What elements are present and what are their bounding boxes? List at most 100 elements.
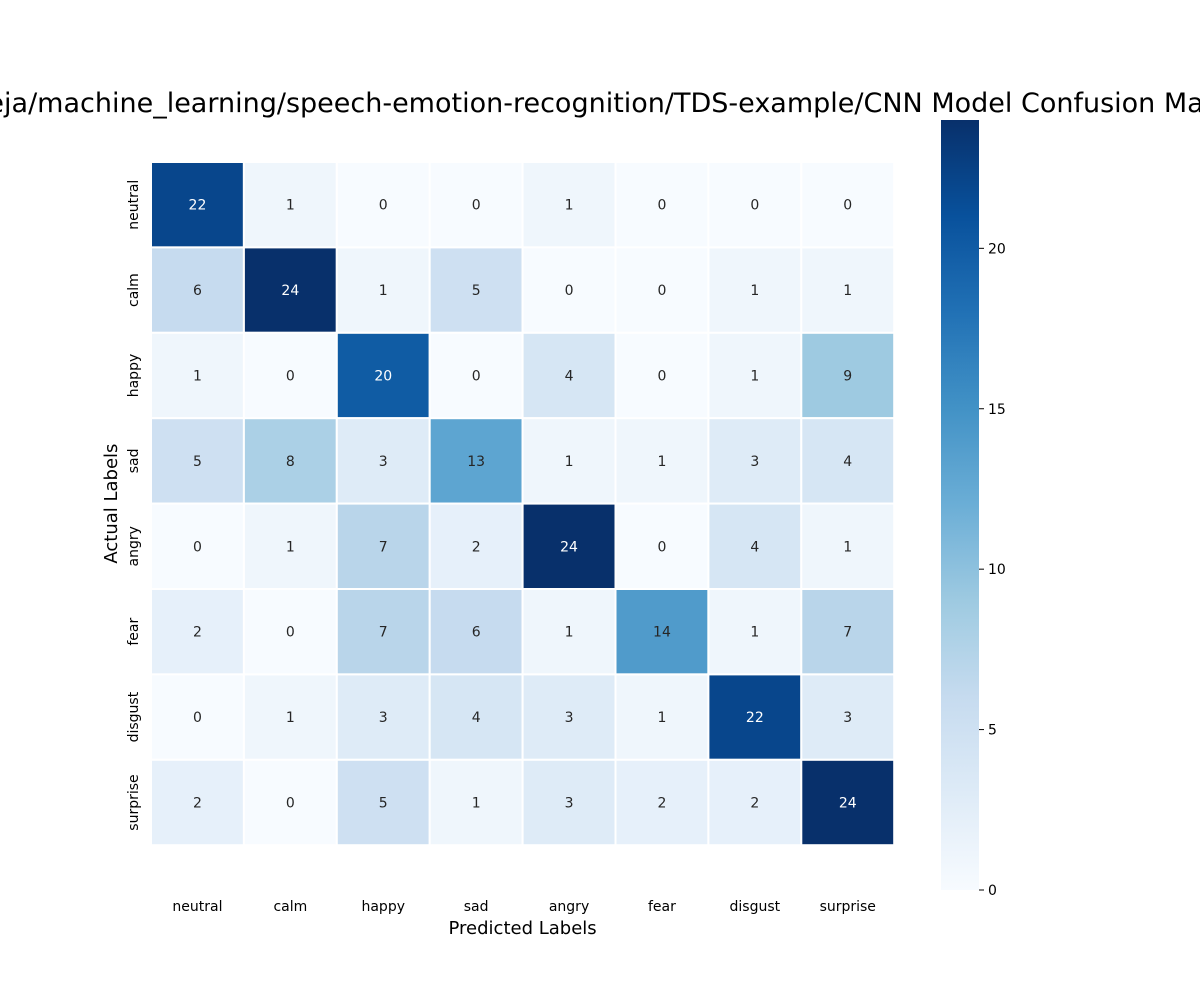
cell-value-label: 1 — [843, 539, 852, 555]
cell-value-label: 3 — [565, 796, 574, 812]
cell-value-label: 7 — [379, 539, 388, 555]
cell-value-label: 6 — [193, 283, 202, 299]
cell-value-label: 0 — [843, 198, 852, 214]
cell-value-label: 1 — [750, 283, 759, 299]
cell-value-label: 2 — [750, 796, 759, 812]
heatmap-cell — [150, 673, 245, 761]
cell-value-label: 1 — [565, 454, 574, 470]
heatmap-cell — [521, 673, 617, 761]
cell-value-label: 5 — [472, 283, 481, 299]
cell-value-label: 1 — [286, 539, 295, 555]
cell-value-label: 0 — [657, 539, 666, 555]
colorbar-gradient — [941, 120, 979, 890]
heatmap-cell — [335, 758, 431, 847]
heatmap-cell — [150, 331, 245, 420]
heatmap-cell — [521, 331, 617, 420]
heatmap-cell — [800, 673, 896, 761]
x-tick-label: fear — [648, 899, 676, 915]
cell-value-label: 5 — [379, 796, 388, 812]
heatmap-cell — [707, 673, 803, 761]
y-tick-label: calm — [126, 273, 142, 307]
colorbar-tick-label: 20 — [988, 241, 1006, 257]
cell-value-label: 0 — [472, 198, 481, 214]
cell-value-label: 3 — [379, 454, 388, 470]
cell-value-label: 1 — [379, 283, 388, 299]
heatmap-cell — [335, 417, 431, 505]
heatmap-cell — [242, 331, 338, 420]
x-tick-label: calm — [273, 899, 307, 915]
heatmap-cell — [242, 246, 338, 334]
heatmap-cell — [428, 758, 524, 847]
heatmap-cell — [150, 758, 245, 847]
cell-value-label: 1 — [193, 369, 202, 385]
cell-value-label: 2 — [193, 625, 202, 641]
colorbar-tick-label: 0 — [988, 883, 997, 899]
heatmap-cell — [800, 246, 896, 334]
x-tick-label: happy — [361, 899, 405, 915]
heatmap-cell — [428, 417, 524, 505]
cell-value-label: 3 — [750, 454, 759, 470]
cell-value-label: 24 — [281, 283, 299, 299]
heatmap-cell — [521, 502, 617, 591]
x-tick-label: angry — [549, 899, 589, 915]
cell-value-label: 24 — [839, 796, 857, 812]
cell-value-label: 4 — [472, 710, 481, 726]
x-tick-label: sad — [464, 899, 489, 915]
cell-value-label: 4 — [843, 454, 852, 470]
heatmap-cell — [707, 502, 803, 591]
cell-value-label: 1 — [286, 198, 295, 214]
cell-value-label: 1 — [750, 369, 759, 385]
cell-value-label: 0 — [193, 710, 202, 726]
cell-value-label: 1 — [565, 198, 574, 214]
heatmap-cell — [335, 673, 431, 761]
cell-value-label: 0 — [750, 198, 759, 214]
cell-value-label: 5 — [193, 454, 202, 470]
cell-value-label: 1 — [565, 625, 574, 641]
cell-value-label: 6 — [472, 625, 481, 641]
cell-value-label: 7 — [379, 625, 388, 641]
y-tick-label: happy — [126, 354, 142, 398]
heatmap-cell — [242, 161, 338, 249]
cell-value-label: 0 — [286, 796, 295, 812]
heatmap-cell — [614, 246, 710, 334]
heatmap-cell — [150, 161, 245, 249]
heatmap-cell — [707, 417, 803, 505]
cell-value-label: 0 — [286, 625, 295, 641]
cell-value-label: 4 — [565, 369, 574, 385]
cell-value-label: 0 — [286, 369, 295, 385]
cell-value-label: 0 — [565, 283, 574, 299]
cell-value-label: 8 — [286, 454, 295, 470]
x-tick-label: disgust — [730, 899, 781, 915]
cell-value-label: 3 — [565, 710, 574, 726]
heatmap-cell — [800, 588, 896, 676]
heatmap-cell — [428, 331, 524, 420]
chart-title: ...reja/machine_learning/speech-emotion-… — [0, 88, 1200, 119]
y-tick-label: neutral — [126, 180, 142, 230]
heatmap-cell — [800, 502, 896, 591]
heatmap-cell — [614, 758, 710, 847]
cell-value-label: 3 — [843, 710, 852, 726]
heatmap-cell — [335, 331, 431, 420]
heatmap-cells: 22 1 0 0 1 0 0 06 24 1 5 0 0 1 11 0 20 0 4 0 1 95 8 3 13 1 1 3 40 1 7 2… — [150, 161, 896, 847]
cell-value-label: 22 — [189, 198, 207, 214]
y-axis-label: Actual Labels — [101, 444, 122, 564]
heatmap-cell — [800, 758, 896, 847]
heatmap-cell — [800, 331, 896, 420]
colorbar-tick-label: 15 — [988, 402, 1006, 418]
cell-value-label: 0 — [657, 198, 666, 214]
cell-value-label: 7 — [843, 625, 852, 641]
x-tick-label: surprise — [820, 899, 876, 915]
cell-value-label: 4 — [750, 539, 759, 555]
y-tick-label: surprise — [126, 774, 142, 830]
cell-value-label: 22 — [746, 710, 764, 726]
cell-value-label: 1 — [286, 710, 295, 726]
heatmap-cell — [242, 673, 338, 761]
cell-value-label: 1 — [750, 625, 759, 641]
cell-value-label: 13 — [467, 454, 485, 470]
cell-value-label: 2 — [472, 539, 481, 555]
cell-value-label: 0 — [657, 283, 666, 299]
heatmap-cell — [428, 246, 524, 334]
cell-value-label: 9 — [843, 369, 852, 385]
